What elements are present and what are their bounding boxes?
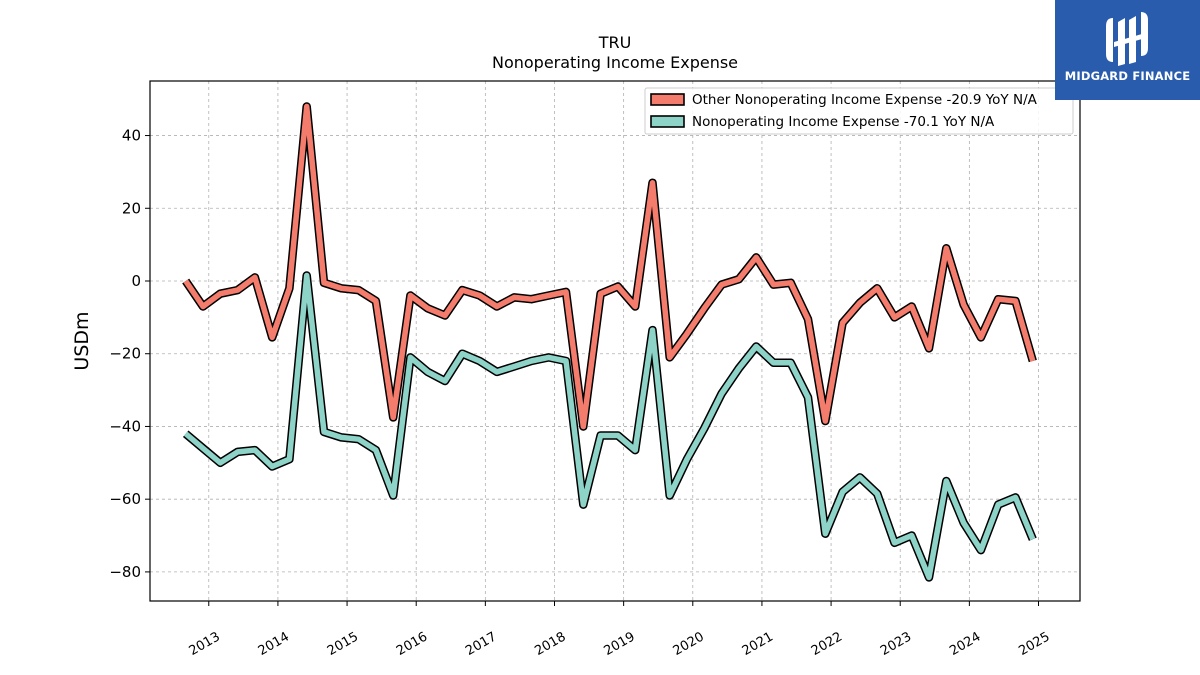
legend-box	[644, 87, 1074, 135]
x-tick-label: 2022	[809, 629, 845, 659]
legend-swatch	[650, 93, 685, 106]
chart-subtitle: Nonoperating Income Expense	[492, 53, 738, 72]
x-tick-label: 2014	[256, 629, 292, 659]
logo-mark-icon	[1106, 12, 1148, 66]
y-tick-label: −40	[109, 417, 141, 435]
brand-logo: MIDGARD FINANCE	[1055, 0, 1200, 100]
x-tick-label: 2015	[325, 629, 361, 659]
x-tick-label: 2017	[463, 629, 499, 659]
x-tick-label: 2013	[187, 629, 223, 659]
y-axis-label: USDm	[71, 311, 93, 370]
x-tick-label: 2021	[740, 629, 776, 659]
y-tick-label: 20	[122, 199, 141, 217]
y-tick-label: −80	[109, 563, 141, 581]
y-tick-label: 40	[122, 127, 141, 145]
x-tick-label: 2019	[601, 629, 637, 659]
y-tick-label: −60	[109, 490, 141, 508]
x-tick-label: 2016	[394, 629, 430, 659]
x-tick-label: 2023	[878, 629, 914, 659]
y-ticks: 40 20 0 −20 −40 −60 −80	[109, 127, 150, 581]
legend-swatch	[650, 115, 685, 128]
x-tick-label: 2020	[671, 629, 707, 659]
y-tick-label: 0	[131, 272, 141, 290]
series-line	[183, 103, 1036, 430]
series-1	[182, 102, 1037, 431]
series-2	[182, 271, 1037, 582]
legend-label: Other Nonoperating Income Expense -20.9 …	[692, 92, 1038, 108]
legend: Other Nonoperating Income Expense -20.9 …	[644, 87, 1074, 135]
chart-title: TRU	[598, 33, 632, 52]
x-tick-label: 2025	[1016, 629, 1052, 659]
legend-label: Nonoperating Income Expense -70.1 YoY N/…	[692, 114, 995, 130]
x-tick-label: 2024	[947, 629, 983, 659]
brand-name: MIDGARD FINANCE	[1064, 69, 1191, 83]
plot-area-frame	[149, 80, 1081, 602]
y-tick-label: −20	[109, 345, 141, 363]
x-ticks: 2013 2014 2015 2016 2017 2018 2019 2020 2021 2022…	[187, 601, 1053, 659]
series-layer	[182, 102, 1037, 582]
x-tick-label: 2018	[532, 629, 568, 659]
series-line	[183, 272, 1036, 581]
